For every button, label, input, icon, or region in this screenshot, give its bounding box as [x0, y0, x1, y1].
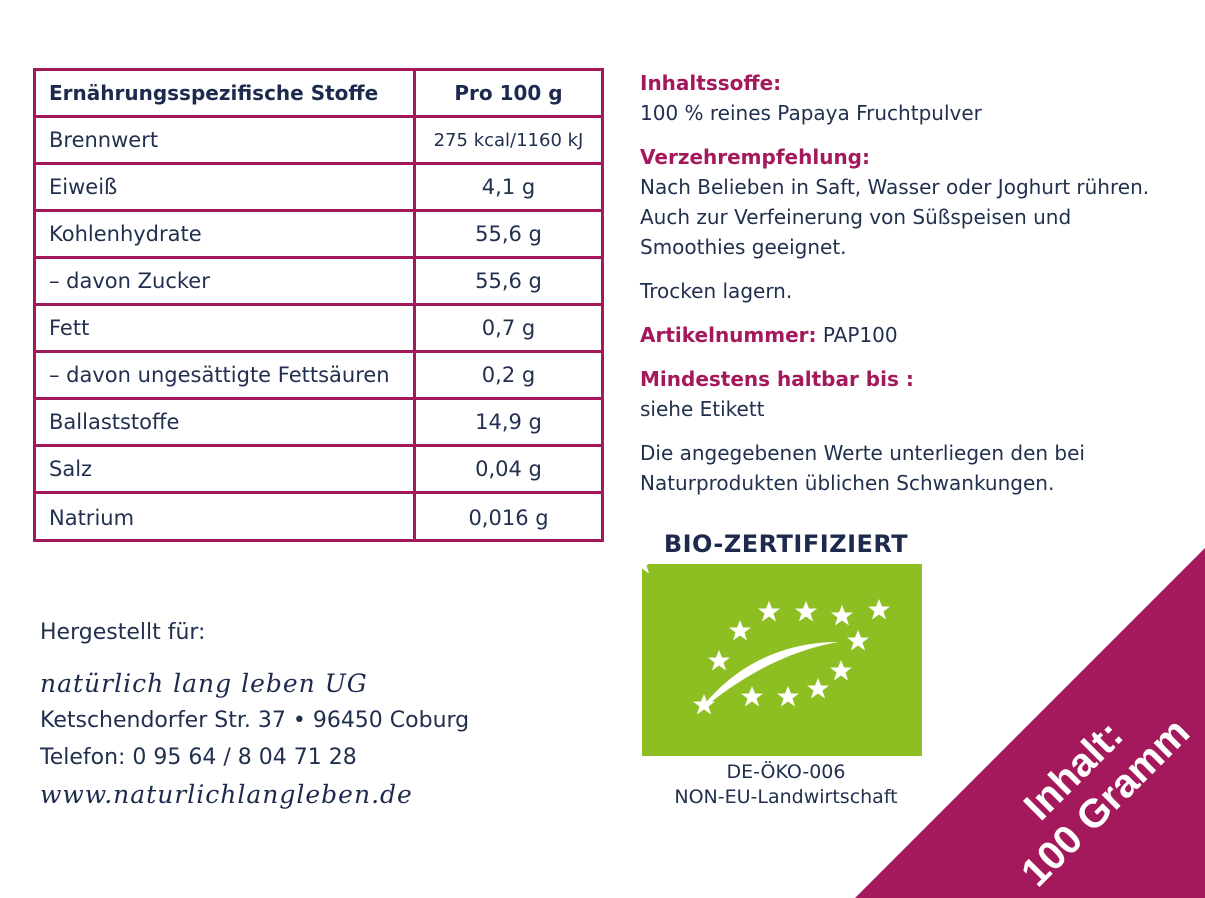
table-cell-name: – davon Zucker	[36, 259, 416, 306]
table-cell-value: 4,1 g	[416, 165, 601, 212]
storage-text: Trocken lagern.	[640, 279, 793, 303]
manufacturer-block: Hergestellt für: natürlich lang leben UG…	[40, 614, 469, 813]
table-cell-name: Kohlenhydrate	[36, 212, 416, 259]
recommendation-text: Nach Belieben in Saft, Wasser oder Joghu…	[640, 175, 1150, 259]
table-cell-value: 55,6 g	[416, 259, 601, 306]
company-name: natürlich lang leben UG	[40, 669, 368, 698]
bestbefore-text: siehe Etikett	[640, 397, 765, 421]
company-address: Ketschendorfer Str. 37 • 96450 Coburg	[40, 708, 470, 733]
table-cell-name: Brennwert	[36, 118, 416, 165]
table-cell-name: Fett	[36, 306, 416, 353]
table-cell-value: 0,016 g	[468, 505, 549, 530]
table-cell-name: – davon ungesättigte Fettsäuren	[36, 353, 416, 400]
table-header-value: Pro 100 g	[416, 71, 601, 118]
table-cell-name: Natrium	[36, 494, 416, 541]
bestbefore-heading: Mindestens haltbar bis :	[640, 367, 914, 391]
corner-content-label: Inhalt:	[1016, 713, 1132, 829]
recommendation-block: Verzehrempfehlung: Nach Belieben in Saft…	[640, 142, 1185, 262]
table-header-name: Ernährungsspezifische Stoffe	[36, 71, 416, 118]
ingredients-text: 100 % reines Papaya Fruchtpulver	[640, 101, 982, 125]
corner-content-amount: 100 Gramm	[1013, 710, 1198, 895]
variation-note: Die angegebenen Werte unterliegen den be…	[640, 441, 1085, 495]
table-cell-value: 275 kcal/1160 kJ	[416, 118, 601, 165]
bestbefore-block: Mindestens haltbar bis : siehe Etikett	[640, 364, 1185, 424]
article-number: Artikelnummer: PAP100	[640, 320, 1185, 350]
ingredients-block: Inhaltssoffe: 100 % reines Papaya Frucht…	[640, 68, 1185, 128]
table-cell-name: Eiweiß	[36, 165, 416, 212]
company-phone: Telefon: 0 95 64 / 8 04 71 28	[40, 745, 357, 770]
product-info: Inhaltssoffe: 100 % reines Papaya Frucht…	[640, 68, 1185, 498]
bio-code-block: DE-ÖKO-006 NON-EU-Landwirtschaft	[641, 760, 931, 810]
bio-control-code: DE-ÖKO-006	[726, 761, 846, 783]
article-label: Artikelnummer:	[640, 323, 817, 347]
recommendation-heading: Verzehrempfehlung:	[640, 145, 870, 169]
manufacturer-label: Hergestellt für:	[40, 620, 206, 645]
table-cell-value: 0,2 g	[416, 353, 601, 400]
table-cell-value: 55,6 g	[416, 212, 601, 259]
table-cell-value: 0,7 g	[416, 306, 601, 353]
nutrition-table: Ernährungsspezifische Stoffe Pro 100 g B…	[33, 68, 604, 542]
bio-origin: NON-EU-Landwirtschaft	[674, 786, 898, 808]
eu-organic-leaf-icon	[631, 553, 922, 756]
table-cell-name: Salz	[36, 447, 416, 494]
table-cell-value: 14,9 g	[416, 400, 601, 447]
table-cell-name: Ballaststoffe	[36, 400, 416, 447]
company-website[interactable]: www.naturlichlangleben.de	[40, 780, 413, 809]
bio-title: BIO-ZERTIFIZIERT	[663, 530, 909, 558]
article-value: PAP100	[822, 323, 898, 347]
table-cell-value: 0,04 g	[416, 447, 601, 494]
ingredients-heading: Inhaltssoffe:	[640, 71, 782, 95]
